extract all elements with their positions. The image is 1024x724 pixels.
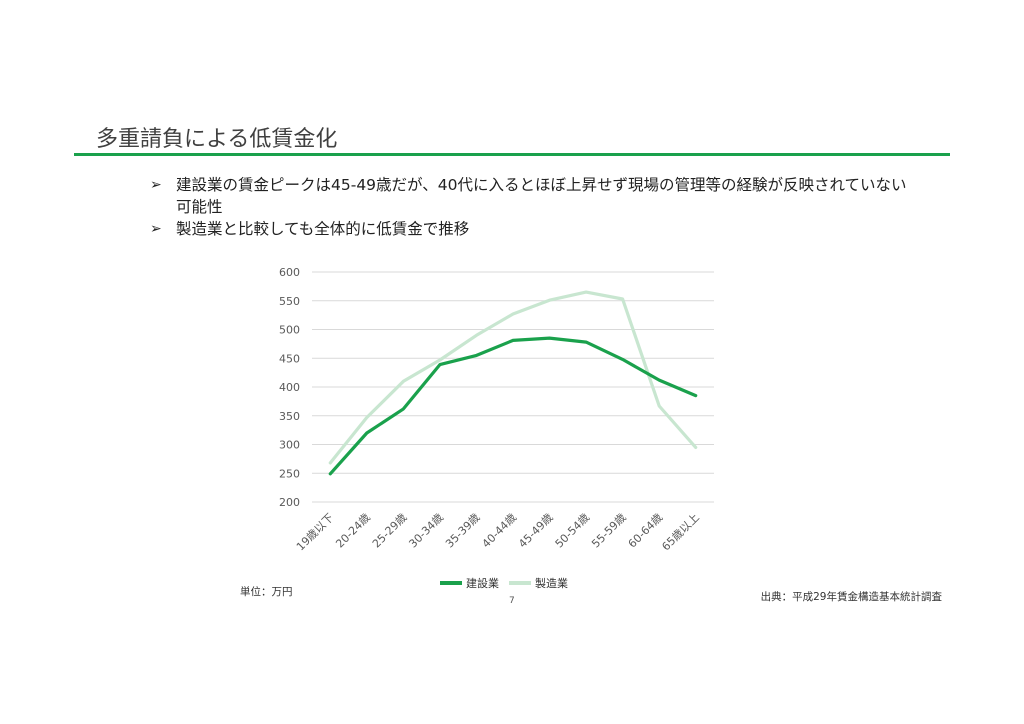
legend-item-construction: 建設業 [440, 575, 499, 591]
x-tick-label: 65歳以上 [659, 511, 701, 553]
x-tick-label: 30-34歳 [406, 511, 446, 551]
y-tick-label: 450 [279, 352, 300, 365]
bullet-item: ➢ 建設業の賃金ピークは45-49歳だが、40代に入るとほぼ上昇せず現場の管理等… [150, 174, 910, 218]
x-tick-label: 20-24歳 [333, 511, 373, 551]
legend-label: 建設業 [466, 577, 499, 590]
y-tick-label: 200 [279, 496, 300, 509]
y-tick-label: 400 [279, 381, 300, 394]
y-tick-label: 300 [279, 439, 300, 452]
x-tick-label: 55-59歳 [589, 511, 629, 551]
unit-note: 単位：万円 [240, 586, 293, 598]
legend-label: 製造業 [535, 577, 568, 590]
legend-swatch-construction [440, 581, 462, 585]
y-tick-label: 550 [279, 295, 300, 308]
series-line-manufacturing [328, 290, 698, 465]
page-number: 7 [509, 596, 515, 606]
x-tick-label: 45-49歳 [516, 511, 556, 551]
y-tick-label: 600 [279, 266, 300, 279]
arrow-bullet-icon: ➢ [150, 177, 162, 193]
x-tick-label: 50-54歳 [553, 511, 593, 551]
arrow-bullet-icon: ➢ [150, 221, 162, 237]
x-tick-label: 25-29歳 [370, 511, 410, 551]
page-title: 多重請負による低賃金化 [96, 127, 338, 152]
bullet-item: ➢ 製造業と比較しても全体的に低賃金で推移 [150, 218, 910, 240]
x-tick-label: 35-39歳 [443, 511, 483, 551]
legend-item-manufacturing: 製造業 [509, 575, 568, 591]
y-tick-label: 350 [279, 410, 300, 423]
bullet-text: 製造業と比較しても全体的に低賃金で推移 [176, 220, 470, 238]
source-note: 出典：平成29年賃金構造基本統計調査 [760, 591, 942, 603]
x-tick-label: 19歳以下 [294, 511, 336, 553]
bullet-list: ➢ 建設業の賃金ピークは45-49歳だが、40代に入るとほぼ上昇せず現場の管理等… [150, 174, 910, 240]
y-tick-label: 250 [279, 467, 300, 480]
legend-swatch-manufacturing [509, 581, 531, 585]
x-tick-label: 40-44歳 [480, 511, 520, 551]
chart-legend: 建設業 製造業 [440, 575, 568, 591]
title-underline [74, 153, 950, 156]
series-line-construction [328, 336, 698, 476]
y-tick-label: 500 [279, 324, 300, 337]
bullet-text: 建設業の賃金ピークは45-49歳だが、40代に入るとほぼ上昇せず現場の管理等の経… [176, 176, 907, 216]
